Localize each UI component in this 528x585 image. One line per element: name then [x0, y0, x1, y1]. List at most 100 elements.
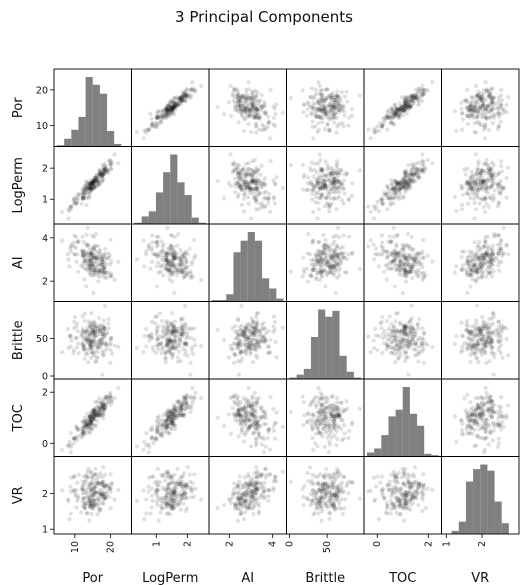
scatter-point	[326, 127, 331, 132]
scatter-point	[158, 109, 164, 114]
scatter-point	[272, 106, 277, 111]
scatter-point	[158, 249, 163, 254]
scatter-point	[241, 103, 246, 108]
scatter-point	[330, 242, 335, 247]
scatter-point	[498, 163, 504, 168]
scatter-point	[161, 413, 166, 418]
scatter-point	[402, 98, 407, 103]
scatter-point	[153, 124, 159, 130]
scatter-point	[237, 105, 242, 110]
scatter-point	[301, 110, 306, 115]
scatter-point	[304, 266, 310, 271]
scatter-point	[180, 98, 185, 103]
scatter-point	[410, 275, 415, 280]
scatter-point	[326, 104, 332, 109]
scatter-point	[465, 99, 470, 105]
scatter-point	[321, 107, 326, 112]
scatter-point	[155, 344, 160, 349]
scatter-point	[156, 122, 161, 127]
scatter-point	[73, 201, 78, 206]
scatter-point	[102, 275, 107, 280]
scatter-point	[141, 136, 146, 141]
scatter-point	[172, 104, 177, 109]
scatter-point	[263, 444, 268, 449]
scatter-point	[108, 347, 113, 352]
scatter-point	[314, 115, 319, 120]
scatter-point	[393, 251, 398, 256]
scatter-point	[380, 116, 386, 121]
scatter-point	[252, 115, 257, 120]
scatter-point	[76, 434, 81, 439]
scatter-point	[329, 403, 334, 409]
scatter-point	[254, 443, 259, 448]
scatter-point	[393, 113, 399, 118]
scatter-point	[153, 321, 158, 326]
scatter-point	[246, 95, 251, 100]
scatter-point	[155, 415, 160, 421]
scatter-point	[149, 124, 155, 129]
scatter-point	[237, 98, 242, 104]
scatter-point	[80, 234, 85, 239]
scatter-point	[168, 108, 173, 113]
histogram-bar	[318, 309, 326, 379]
scatter-point	[403, 102, 408, 108]
scatter-point	[309, 112, 314, 117]
scatter-point	[158, 120, 163, 125]
scatter-point	[251, 94, 256, 100]
scatter-point	[333, 98, 338, 103]
scatter-point	[75, 252, 80, 257]
scatter-point	[182, 91, 188, 96]
scatter-point	[332, 112, 337, 117]
scatter-point	[156, 114, 161, 119]
scatter-point	[404, 328, 409, 334]
scatter-point	[169, 105, 174, 111]
scatter-point	[318, 115, 323, 120]
scatter-point	[405, 105, 410, 110]
scatter-point	[328, 104, 334, 109]
scatter-point	[335, 400, 340, 405]
scatter-point	[459, 320, 464, 325]
scatter-point	[85, 182, 90, 187]
scatter-point	[245, 428, 251, 433]
scatter-point	[180, 94, 185, 99]
histogram-bar	[339, 355, 347, 379]
scatter-point	[259, 127, 264, 133]
scatter-point	[496, 200, 502, 205]
scatter-point	[258, 405, 263, 411]
scatter-point	[154, 234, 159, 239]
scatter-point	[239, 303, 244, 308]
scatter-point	[236, 434, 241, 439]
scatter-point	[328, 93, 333, 98]
scatter-point	[322, 126, 327, 132]
scatter-point	[335, 196, 340, 201]
scatter-point	[480, 269, 485, 274]
scatter-point	[398, 109, 403, 114]
scatter-point	[304, 188, 310, 193]
scatter-point	[325, 110, 331, 115]
scatter-point	[311, 106, 316, 111]
scatter-point	[79, 331, 84, 336]
scatter-point	[483, 114, 488, 119]
scatter-point	[235, 92, 240, 97]
scatter-point	[472, 178, 478, 183]
scatter-point	[256, 192, 261, 197]
scatter-point	[316, 161, 321, 166]
scatter-point	[310, 107, 316, 112]
scatter-point	[415, 90, 421, 95]
scatter-point	[311, 101, 316, 106]
scatter-point	[242, 100, 247, 105]
scatter-point	[252, 157, 258, 163]
scatter-point	[268, 159, 273, 164]
scatter-point	[256, 396, 261, 401]
scatter-point	[322, 411, 327, 416]
scatter-point	[391, 325, 396, 330]
scatter-point	[255, 107, 260, 112]
scatter-point	[248, 112, 253, 117]
scatter-point	[112, 152, 117, 157]
scatter-point	[394, 110, 399, 115]
scatter-point	[342, 94, 348, 99]
scatter-point	[150, 121, 155, 126]
scatter-point	[357, 93, 362, 98]
scatter-point	[176, 355, 181, 360]
scatter-point	[413, 94, 419, 100]
